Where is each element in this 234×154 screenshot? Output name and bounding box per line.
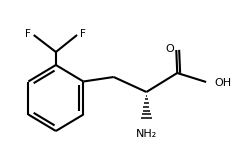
Text: NH₂: NH₂ bbox=[136, 129, 157, 139]
Text: F: F bbox=[25, 29, 31, 39]
Text: O: O bbox=[165, 44, 174, 54]
Text: F: F bbox=[80, 29, 86, 39]
Text: OH: OH bbox=[215, 78, 232, 88]
